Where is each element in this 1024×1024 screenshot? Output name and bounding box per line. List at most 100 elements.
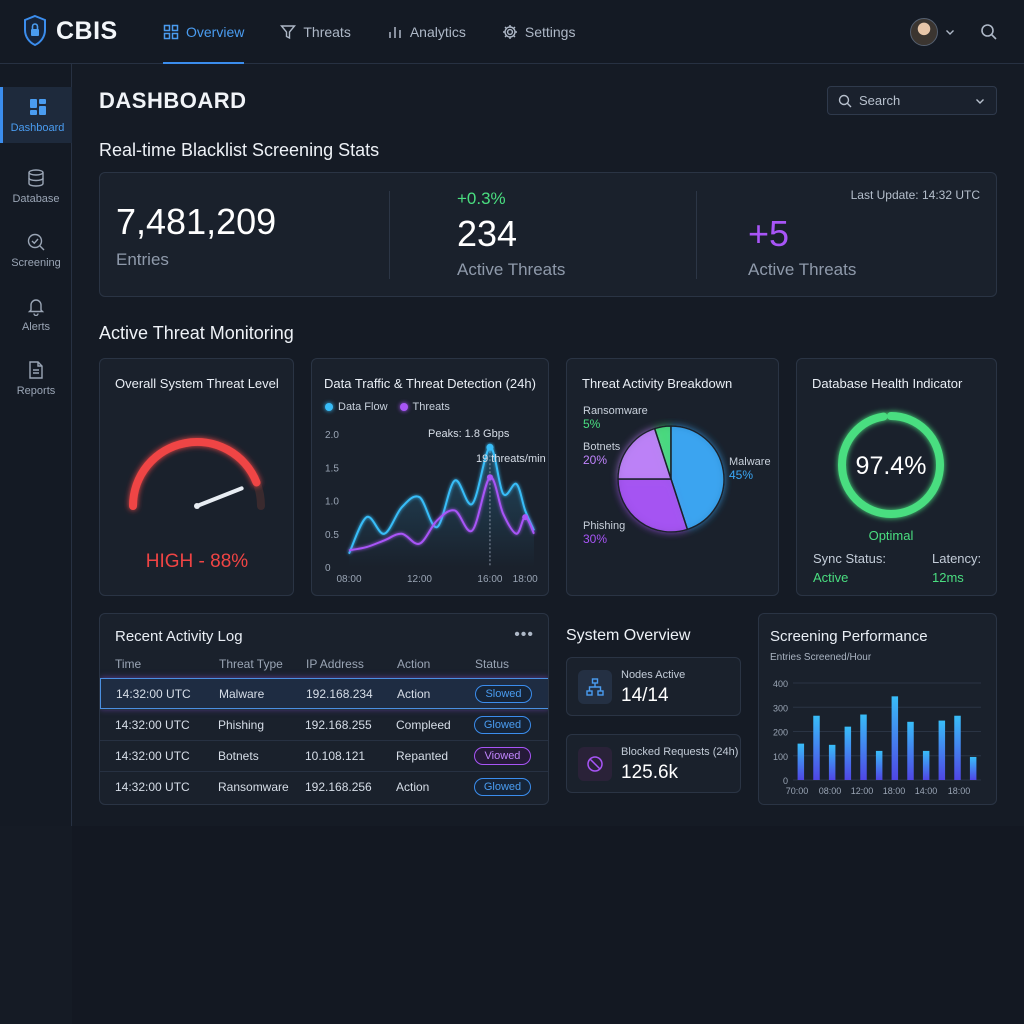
gauge-hub <box>194 503 200 509</box>
pie-slices <box>617 425 725 533</box>
system-overview-title: System Overview <box>566 627 691 644</box>
sidebar-item-screening[interactable]: Screening <box>0 222 72 278</box>
stats-card: 7,481,209 Entries +0.3% 234 Active Threa… <box>99 172 997 297</box>
threat-gauge <box>129 438 265 510</box>
cell-action: Compleed <box>396 718 451 732</box>
avatar[interactable] <box>910 18 938 46</box>
x-tick-label: 08:00 <box>336 574 361 585</box>
nav-overview-label: Overview <box>186 24 245 40</box>
main-nav: Overview Threats Analytics Settings <box>163 0 611 64</box>
new-threats-label: Active Threats <box>748 260 857 279</box>
sidebar-item-dashboard[interactable]: Dashboard <box>0 87 72 143</box>
card-title: Overall System Threat Level <box>115 376 279 391</box>
bar[interactable] <box>969 756 977 780</box>
health-value: 97.4% <box>855 452 927 480</box>
table-row[interactable]: 14:32:00 UTC Malware 192.168.234 Action … <box>100 678 548 709</box>
cell-ip: 192.168.234 <box>306 687 373 701</box>
bar[interactable] <box>922 750 930 780</box>
x-tick-label: 12:00 <box>407 574 432 585</box>
search-icon[interactable] <box>980 23 998 41</box>
nav-settings[interactable]: Settings <box>502 0 576 64</box>
nav-threats-label: Threats <box>303 24 351 40</box>
bar[interactable] <box>828 744 836 780</box>
nav-overview[interactable]: Overview <box>163 0 245 64</box>
cell-ip: 192.168.256 <box>305 780 372 794</box>
y-tick-label: 1.5 <box>325 463 339 474</box>
pie-slice-phishing[interactable] <box>617 478 689 533</box>
bar[interactable] <box>797 743 805 780</box>
threats-change: +0.3% <box>457 189 506 208</box>
sidebar-item-label: Database <box>12 192 60 205</box>
chevron-down-icon[interactable] <box>974 95 986 107</box>
bar[interactable] <box>813 715 820 780</box>
cell-time: 14:32:00 UTC <box>115 718 190 732</box>
threats-label: Active Threats <box>457 260 566 279</box>
sidebar-item-database[interactable]: Database <box>0 158 72 214</box>
nav-threats[interactable]: Threats <box>280 0 351 64</box>
pie-label-ransomware: Ransomware 5% <box>583 405 648 431</box>
slice-pct: 30% <box>583 532 608 546</box>
y-tick-label: 200 <box>773 728 788 738</box>
nav-analytics-label: Analytics <box>409 24 466 40</box>
bar[interactable] <box>907 721 914 780</box>
table-row[interactable]: 14:32:00 UTC Ransomware 192.168.256 Acti… <box>100 771 548 802</box>
search-icon <box>838 94 852 107</box>
blocked-value: 125.6k <box>621 762 679 783</box>
traffic-card: Data Traffic & Threat Detection (24h) Da… <box>311 358 549 596</box>
threat-point <box>522 514 529 521</box>
card-subtitle: Entries Screened/Hour <box>770 652 872 663</box>
entries-value: 7,481,209 <box>116 201 277 242</box>
document-icon <box>29 360 43 379</box>
app-name: CBIS <box>56 16 118 45</box>
bar[interactable] <box>860 714 867 780</box>
bar[interactable] <box>891 696 899 780</box>
nodes-value: 14/14 <box>621 685 669 706</box>
bar-chart-icon <box>389 27 401 38</box>
peak-point <box>486 443 494 451</box>
bar[interactable] <box>954 715 961 780</box>
more-menu-icon[interactable]: ••• <box>514 626 534 643</box>
sidebar-item-label: Screening <box>11 256 61 269</box>
gauge-track <box>129 438 265 510</box>
blocked-requests-card[interactable]: Blocked Requests (24h) 125.6k <box>566 734 741 793</box>
app-logo[interactable]: CBIS <box>22 14 118 48</box>
activity-log-card: Recent Activity Log ••• Time Threat Type… <box>99 613 549 805</box>
blocked-icon <box>587 756 603 772</box>
bar[interactable] <box>844 726 852 780</box>
slice-name: Botnets <box>583 441 621 453</box>
sync-label: Sync Status: <box>813 551 886 566</box>
status-badge: Viowed <box>474 747 531 765</box>
slice-name: Malware <box>729 456 771 468</box>
sidebar-item-alerts[interactable]: Alerts <box>0 286 72 342</box>
bar[interactable] <box>875 750 883 780</box>
card-title: Database Health Indicator <box>812 376 963 391</box>
user-menu[interactable] <box>910 18 956 46</box>
table-row[interactable]: 14:32:00 UTC Phishing 192.168.255 Comple… <box>100 709 548 740</box>
latency-value: 12ms <box>932 570 964 585</box>
status-badge: Glowed <box>474 716 531 734</box>
slice-pct: 5% <box>583 417 601 431</box>
sidebar: Dashboard Database Screening Alerts Repo… <box>0 64 72 826</box>
search-input[interactable]: Search <box>827 86 997 115</box>
health-status: Optimal <box>868 528 914 543</box>
sidebar-item-reports[interactable]: Reports <box>0 350 72 406</box>
pie-slice-malware[interactable] <box>670 425 725 531</box>
health-card: Database Health Indicator 97.4% Optimal … <box>796 358 997 596</box>
slice-pct: 20% <box>583 453 608 467</box>
database-icon <box>28 168 44 187</box>
nav-settings-label: Settings <box>524 24 576 40</box>
nav-analytics[interactable]: Analytics <box>387 0 466 64</box>
cell-ip: 10.108.121 <box>305 749 366 763</box>
col-time: Time <box>115 657 142 671</box>
legend-dot <box>399 403 408 411</box>
bar[interactable] <box>938 720 946 780</box>
table-row[interactable]: 14:32:00 UTC Botnets 10.108.121 Repanted… <box>100 740 548 771</box>
x-tick-label: 14:00 <box>915 786 938 796</box>
stats-section-title: Real-time Blacklist Screening Stats <box>99 140 380 160</box>
stat-divider <box>389 191 390 279</box>
y-tick-label: 100 <box>773 752 788 762</box>
traffic-legend: Data Flow Threats <box>325 401 450 413</box>
col-ip: IP Address <box>306 657 364 671</box>
nodes-active-card[interactable]: Nodes Active 14/14 <box>566 657 741 716</box>
pie-slice-botnets[interactable] <box>617 427 673 480</box>
